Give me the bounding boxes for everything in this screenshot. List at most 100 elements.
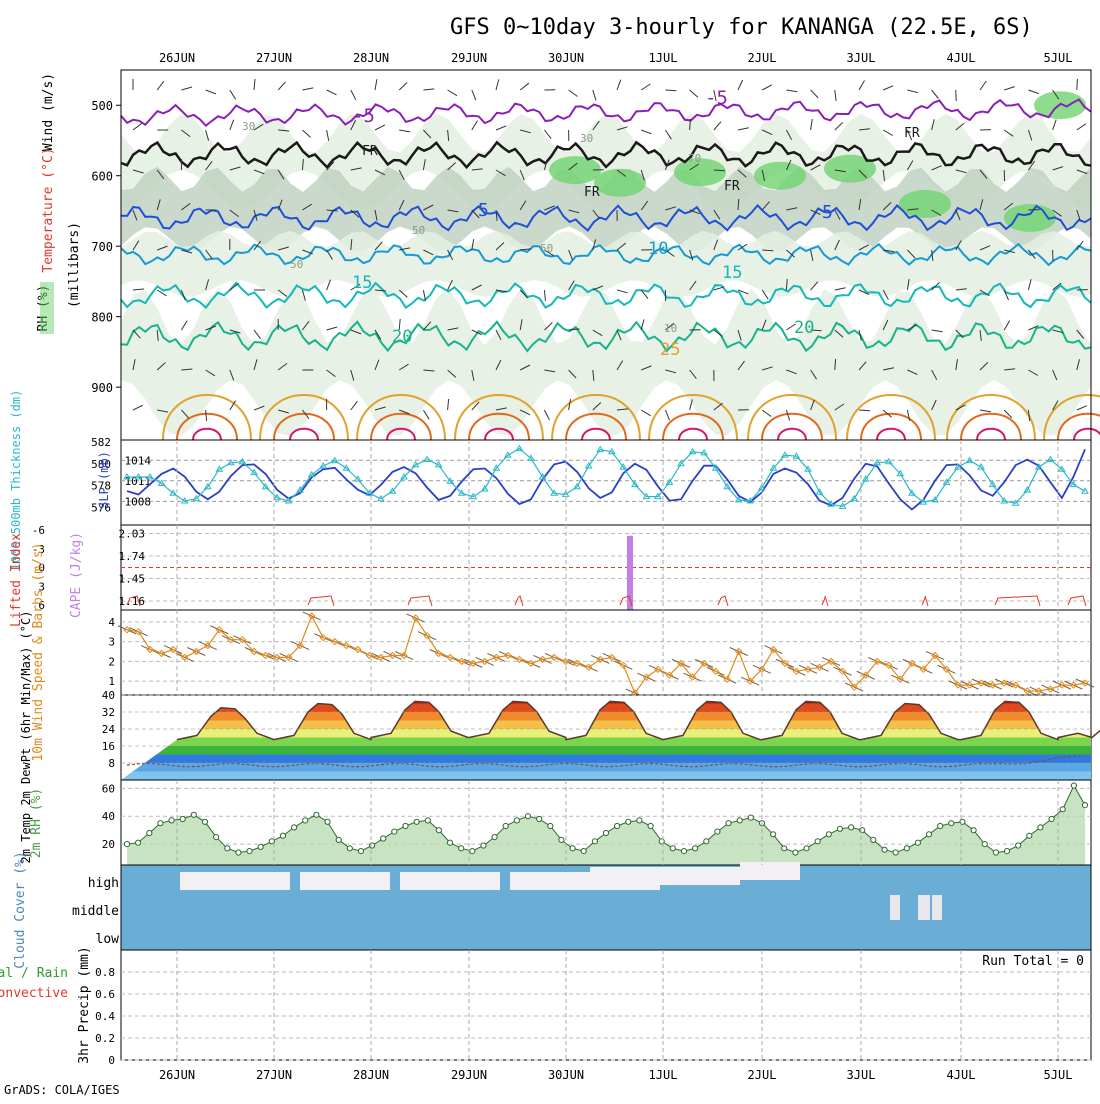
y-tick-label: 600 (91, 170, 113, 184)
x-axis-label-top: 28JUN (353, 51, 389, 65)
temp-band (121, 738, 1091, 747)
rh2m-point (693, 846, 698, 851)
rh2m-point (280, 833, 285, 838)
temp-band (121, 755, 1091, 764)
rh2m-point (559, 837, 564, 842)
y-tick-label: 16 (102, 740, 115, 753)
rh2m-point (236, 850, 241, 855)
x-axis-label-bottom: 30JUN (548, 1068, 584, 1082)
y-tick-label: 40 (102, 689, 115, 702)
contour-label: 20 (794, 318, 814, 338)
rh2m-point (592, 839, 597, 844)
rh2m-point (926, 832, 931, 837)
rh2m-point (581, 849, 586, 854)
cloud-gap (180, 872, 290, 890)
rh2m-point (470, 849, 475, 854)
rh2m-point (481, 843, 486, 848)
x-axis-label-bottom: 26JUN (159, 1068, 195, 1082)
rh2m-point (938, 823, 943, 828)
y-tick-label: 2 (108, 655, 115, 668)
contour-label: 10 (664, 322, 677, 335)
contour-label: 5 (822, 202, 833, 223)
rh2m-point (525, 814, 530, 819)
y-axis-label-temperature: Temperature (°C) (41, 147, 56, 272)
rh2m-point (537, 816, 542, 821)
contour-label: 20 (392, 327, 412, 347)
contour-label: 50 (412, 224, 425, 237)
cloud-gap (400, 872, 500, 890)
rh2m-point (325, 819, 330, 824)
contour-label: FR (584, 185, 600, 200)
rh2m-point (169, 818, 174, 823)
precip-panel-frame (121, 950, 1091, 1060)
rh2m-point (603, 830, 608, 835)
rh2m-point (615, 823, 620, 828)
rh2m-point (659, 839, 664, 844)
y-tick-label-right: 1.16 (119, 595, 146, 608)
y-tick-label: 20 (102, 838, 115, 851)
rh2m-point (314, 812, 319, 817)
rh2m-point (882, 847, 887, 852)
rh2m-point (370, 843, 375, 848)
rh2m-point (292, 825, 297, 830)
rh2m-point (158, 821, 163, 826)
rh2m-point (904, 846, 909, 851)
rh2m-point (1038, 825, 1043, 830)
cloud-gap (918, 895, 930, 920)
y-tick-label: 0.6 (95, 988, 115, 1001)
y-axis-label-cloud: Cloud Cover (%) (13, 851, 28, 968)
rh2m-point (503, 823, 508, 828)
rh2m-point (214, 835, 219, 840)
rh2m-point (837, 826, 842, 831)
rh2m-point (202, 819, 207, 824)
y-tick-label-left: -6 (32, 524, 45, 537)
rh2m-point (1082, 803, 1087, 808)
rh2m-point (971, 828, 976, 833)
legend-total-rain: Total / Rain (0, 966, 68, 981)
y-axis-label-millibars: (millibars) (67, 222, 82, 308)
y-tick-label: 500 (91, 99, 113, 113)
rh-high-area (594, 169, 646, 197)
rh2m-point (1049, 816, 1054, 821)
rh2m-point (826, 832, 831, 837)
y-tick-label: 0.8 (95, 966, 115, 979)
y-axis-label-slp: SLP (mb) (97, 451, 111, 509)
cloud-gap (590, 867, 740, 885)
rh2m-point (303, 818, 308, 823)
x-axis-label-top: 26JUN (159, 51, 195, 65)
y-tick-label: 24 (102, 723, 116, 736)
rh2m-point (147, 830, 152, 835)
rh2m-point (548, 823, 553, 828)
cloud-gap (740, 862, 800, 880)
rh2m-point (793, 850, 798, 855)
rh2m-point (258, 844, 263, 849)
y-tick-label: 0.4 (95, 1010, 115, 1023)
y-axis-label-precip: 3hr Precip (mm) (77, 946, 92, 1063)
rh2m-point (748, 815, 753, 820)
y-tick-label-right: 1.74 (119, 550, 146, 563)
x-axis-label-top: 3JUL (847, 51, 876, 65)
rh2m-point (626, 819, 631, 824)
cloud-row-label: low (96, 932, 120, 947)
rh2m-point (681, 849, 686, 854)
wind-panel-frame (121, 610, 1091, 695)
x-axis-label-bottom: 1JUL (649, 1068, 678, 1082)
cloud-gap (890, 895, 900, 920)
x-axis-label-top: 30JUN (548, 51, 584, 65)
x-axis-label-top: 5JUL (1044, 51, 1073, 65)
y-tick-label: 0.2 (95, 1032, 115, 1045)
x-axis-label-bottom: 3JUL (847, 1068, 876, 1082)
y-tick-label-right: 1014 (125, 454, 152, 467)
rh2m-point (737, 818, 742, 823)
rh2m-point (782, 846, 787, 851)
y-axis-label-rh2m: 2m RH (%) (29, 788, 44, 858)
x-axis-label-top: 2JUL (748, 51, 777, 65)
cloud-row-label: middle (72, 904, 119, 919)
rh2m-point (1060, 807, 1065, 812)
y-axis-label-wind: Wind (m/s) (41, 73, 56, 151)
rh2m-point (336, 837, 341, 842)
contour-label: -5 (352, 105, 375, 127)
y-tick-label-right: 1.45 (119, 573, 146, 586)
